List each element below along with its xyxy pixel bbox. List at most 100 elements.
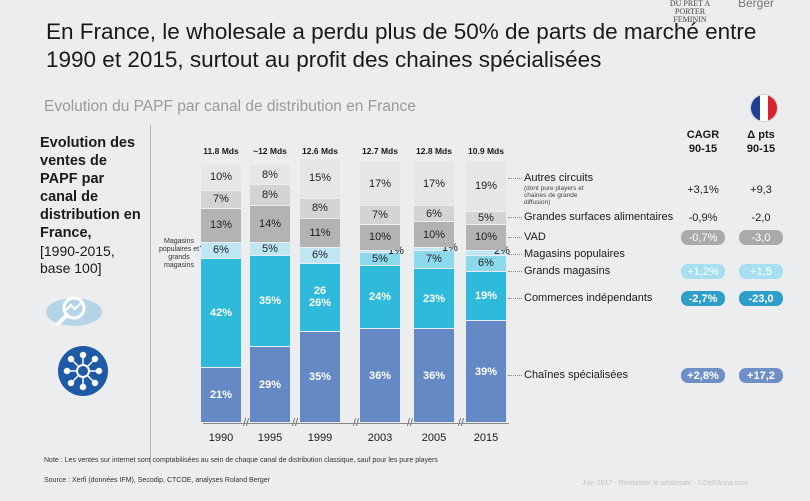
data-label: 21% <box>209 389 233 402</box>
data-label: 11% <box>309 227 331 240</box>
data-label: 14% <box>258 218 282 231</box>
data-label-extra: 26 <box>313 285 327 298</box>
legend-item-sub: (dont pure players et chaines de grande … <box>524 185 584 206</box>
bar-segment-gsa-1990: 7% <box>201 190 241 208</box>
bar-total-1990: 11.8 Mds <box>203 146 239 156</box>
data-label: 17% <box>422 177 446 190</box>
legend-connector <box>508 375 522 376</box>
cagr-value: -0,7% <box>681 230 725 245</box>
data-label: 6% <box>426 207 442 220</box>
bar-segment-pop-1999: 6% <box>300 248 340 263</box>
left-panel-title: Evolution des ventes de PAPF par canal d… <box>40 135 141 241</box>
data-label: 5% <box>478 211 494 224</box>
bar-segment-pop-1995: 5% <box>250 242 290 255</box>
bar-segment-pop-1990: 6% <box>201 242 241 258</box>
data-label: 15% <box>308 172 332 185</box>
legend-connector <box>508 217 522 218</box>
x-tick-1990: 1990 <box>208 432 234 444</box>
bar-segment-indep-2015: 19% <box>466 271 506 321</box>
bar-segment-autres-1990: 10% <box>201 164 241 190</box>
data-label: 13% <box>209 219 233 232</box>
page-title: En France, le wholesale a perdu plus de … <box>46 19 757 72</box>
note-text: Note : Les ventes sur internet sont comp… <box>44 457 438 464</box>
bar-segment-pop-2003 <box>360 250 400 253</box>
x-axis <box>203 423 509 424</box>
delta-header: Δ pts 90-15 <box>746 129 776 155</box>
legend-connector <box>508 254 522 255</box>
cagr-value: -2,7% <box>681 291 725 306</box>
chart-subtitle: Evolution du PAPF par canal de distribut… <box>44 98 416 115</box>
delta-value: +17,2 <box>739 368 783 383</box>
bar-segment-gsa-2005: 6% <box>414 206 454 222</box>
legend-item: Grands magasins <box>524 265 611 277</box>
data-label: 42% <box>209 306 233 319</box>
bar-segment-indep-1995: 35% <box>250 255 290 347</box>
x-tick-1995: 1995 <box>257 432 283 444</box>
bar-segment-gsa-2015: 5% <box>466 211 506 224</box>
bar-segment-vad-2003: 10% <box>360 224 400 250</box>
bar-segment-autres-2015: 19% <box>466 162 506 211</box>
data-label: 39% <box>474 365 498 378</box>
bar-segment-indep-2005: 23% <box>414 269 454 329</box>
bar-segment-autres-1995: 8% <box>250 164 290 185</box>
panel-divider <box>150 125 151 465</box>
data-label: 35% <box>308 370 332 383</box>
left-panel-subtitle: [1990-2015, base 100] <box>40 243 115 276</box>
legend-item: Chaînes spécialisées <box>524 369 628 381</box>
data-label: 19% <box>474 289 498 302</box>
legend-item: Magasins populaires <box>524 248 625 260</box>
bar-segment-grands-2005: 7% <box>414 250 454 268</box>
data-label: 17% <box>368 177 392 190</box>
magazine-logo: DU PRET A PORTER FEMININ <box>669 0 711 24</box>
magasins-annotation: Magasins populaires et grands magasins <box>158 238 200 269</box>
data-label: 10% <box>422 228 446 241</box>
bar-segment-vad-1999: 11% <box>300 219 340 248</box>
data-label: 36% <box>422 369 446 382</box>
bar-segment-vad-1990: 13% <box>201 208 241 242</box>
bar-segment-grands-2015: 6% <box>466 255 506 271</box>
data-label: 10% <box>209 171 233 184</box>
france-flag-icon <box>751 95 777 121</box>
data-label: 8% <box>262 168 278 181</box>
delta-value: +1,5 <box>739 264 783 279</box>
bar-total-2003: 12.7 Mds <box>362 146 398 156</box>
bar-total-2005: 12.8 Mds <box>416 146 452 156</box>
bar-segment-gsa-2003: 7% <box>360 206 400 224</box>
cagr-value: -0,9% <box>688 211 718 224</box>
cagr-header: CAGR 90-15 <box>686 129 720 155</box>
data-label: 7% <box>426 253 442 266</box>
footer-faint: Juin 2017 - Revitaliser le wholesale - ©… <box>582 480 749 487</box>
bar-total-1995: ~12 Mds <box>253 146 287 156</box>
data-label: 10% <box>368 231 392 244</box>
data-label: 8% <box>312 202 328 215</box>
bar-segment-autres-1999: 15% <box>300 159 340 198</box>
data-label: 6% <box>312 249 328 262</box>
data-label: 10% <box>474 231 498 244</box>
delta-value: -2,0 <box>751 211 771 224</box>
source-text: Source : Xerfi (données IFM), Secodip, C… <box>44 477 271 484</box>
x-tick-1999: 1999 <box>307 432 333 444</box>
bar-segment-grands-2003: 5% <box>360 253 400 266</box>
data-label: 5% <box>372 253 388 266</box>
bar-segment-chaines-2003: 36% <box>360 329 400 422</box>
bar-segment-chaines-1990: 21% <box>201 368 241 422</box>
bar-segment-indep-1999: 26 26% <box>300 263 340 331</box>
legend-item: Grandes surfaces alimentaires <box>524 211 674 223</box>
cagr-value: +3,1% <box>687 183 719 196</box>
legend-connector <box>508 237 522 238</box>
data-label: 26% <box>308 297 332 310</box>
brand-logo: Berger <box>738 0 775 10</box>
x-tick-2015: 2015 <box>473 432 499 444</box>
bar-total-1999: 12.6 Mds <box>302 146 338 156</box>
legend-item: Commerces indépendants <box>524 292 653 304</box>
data-label: 29% <box>258 378 282 391</box>
bar-segment-chaines-2005: 36% <box>414 329 454 422</box>
data-label: 36% <box>368 369 392 382</box>
legend-item: Autres circuits <box>524 172 594 184</box>
bar-segment-gsa-1999: 8% <box>300 198 340 219</box>
bar-segment-vad-2005: 10% <box>414 222 454 248</box>
data-label: 7% <box>372 208 388 221</box>
data-label: 5% <box>262 242 278 255</box>
bar-segment-autres-2003: 17% <box>360 162 400 206</box>
